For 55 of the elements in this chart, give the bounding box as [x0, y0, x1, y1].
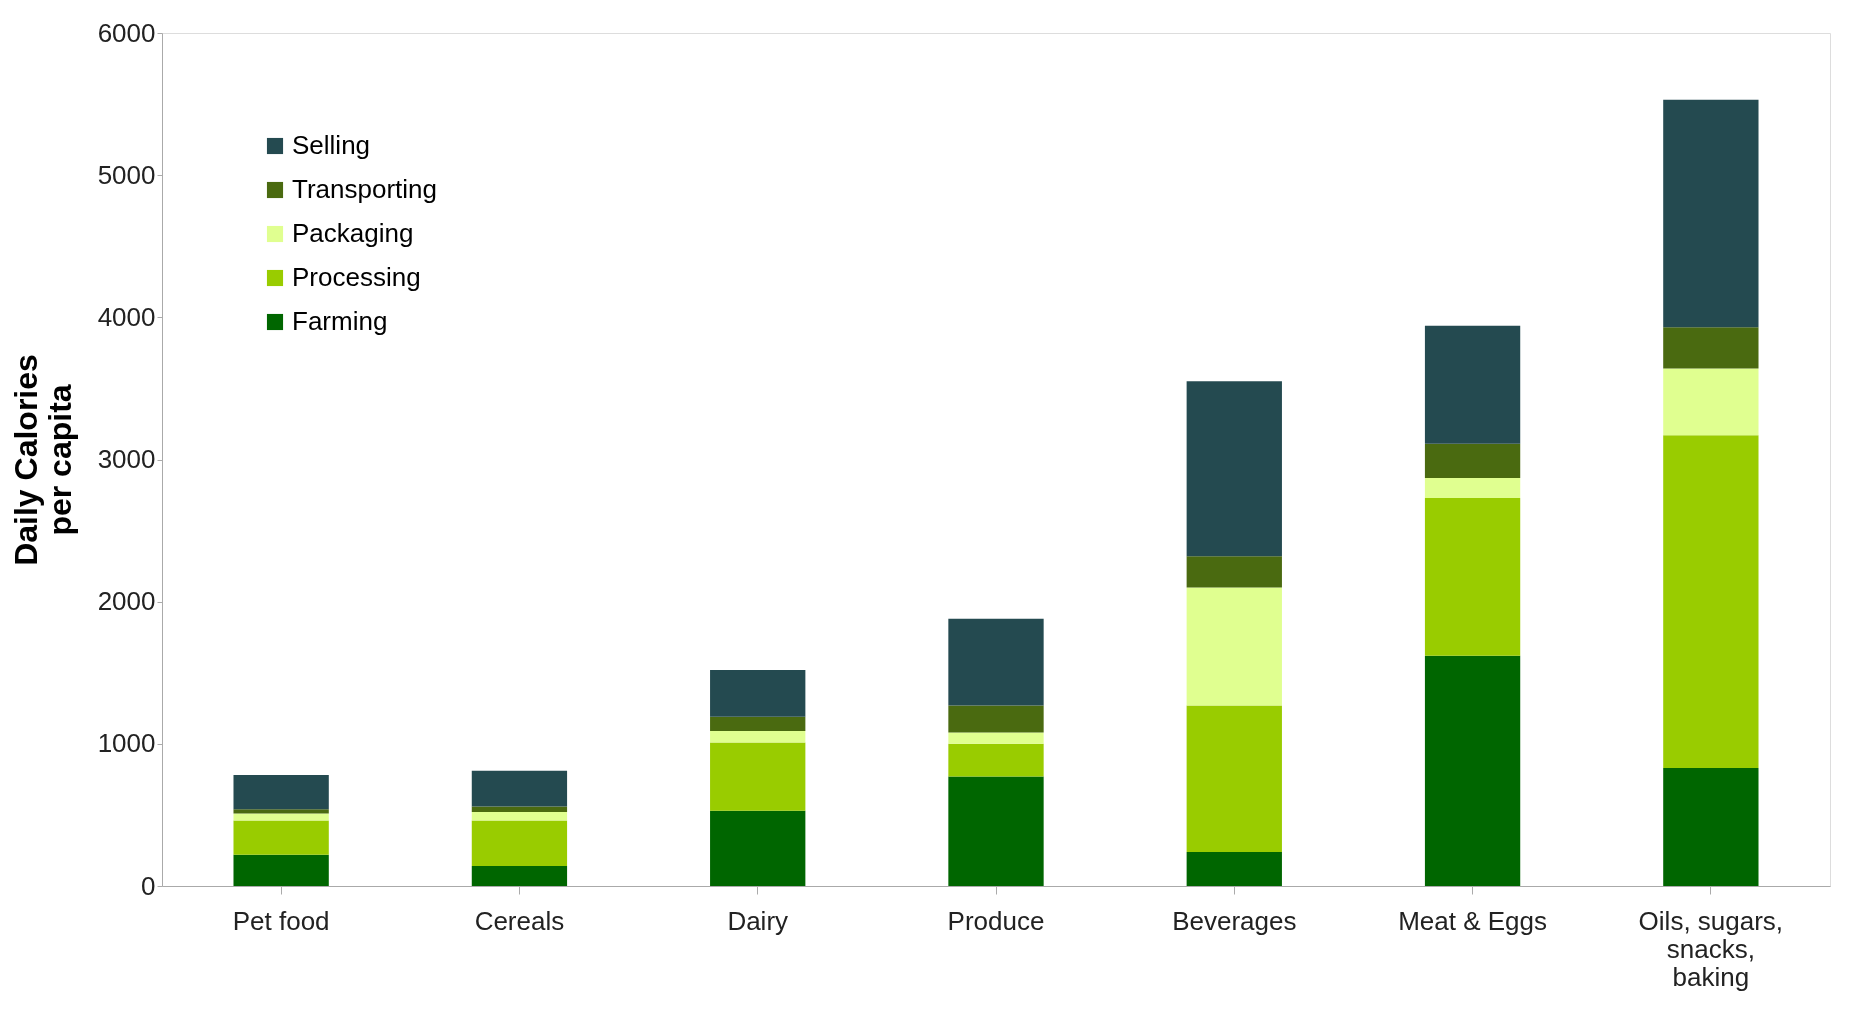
- y-tick-label: 6000: [97, 17, 156, 48]
- bar: [948, 776, 1044, 886]
- bar: [471, 866, 568, 886]
- bar: [710, 731, 806, 743]
- x-tick-label: Oils, sugars, snacks, baking: [1638, 905, 1784, 992]
- x-tick-label: Cereals: [474, 905, 565, 936]
- bar: [710, 716, 806, 732]
- y-tick-label: 5000: [97, 159, 156, 190]
- legend-label: Packaging: [292, 218, 414, 248]
- bar: [948, 705, 1044, 733]
- bar: [1663, 99, 1759, 328]
- bar: [1186, 556, 1282, 588]
- legend-label: Selling: [292, 130, 371, 160]
- bar: [1186, 705, 1282, 852]
- legend-label: Farming: [292, 306, 388, 336]
- y-tick-label: 3000: [97, 444, 156, 474]
- x-tick-label: Meat & Eggs: [1398, 905, 1547, 936]
- y-tick-label: 4000: [97, 301, 156, 332]
- bar: [471, 770, 568, 807]
- bar: [1424, 477, 1521, 498]
- x-tick-label: Beverages: [1172, 905, 1297, 936]
- bar: [1663, 368, 1759, 436]
- bar: [471, 806, 568, 813]
- y-tick-label: 0: [141, 870, 156, 901]
- bar: [948, 732, 1044, 744]
- bar: [710, 810, 806, 886]
- bar: [233, 820, 329, 855]
- bar: [1186, 851, 1282, 886]
- x-tick-label: Dairy: [727, 905, 789, 936]
- bar: [1424, 443, 1521, 478]
- bar: [948, 743, 1044, 777]
- bar: [1663, 327, 1759, 369]
- bar: [1186, 381, 1282, 557]
- bar: [233, 813, 329, 821]
- x-tick-label: Pet food: [232, 905, 330, 936]
- y-tick-label: 2000: [97, 586, 156, 617]
- bar: [710, 742, 806, 811]
- bar: [1663, 768, 1759, 886]
- bar: [233, 854, 329, 886]
- bar: [1424, 325, 1521, 444]
- legend-label: Processing: [292, 262, 421, 292]
- bar: [233, 809, 329, 814]
- bar: [233, 775, 329, 810]
- x-tick-label: Produce: [947, 905, 1045, 936]
- bar: [471, 812, 568, 821]
- legend-label: Transporting: [292, 174, 437, 204]
- bar: [1424, 655, 1521, 886]
- bar: [948, 618, 1044, 706]
- bar: [710, 669, 806, 717]
- y-axis-title: Daily Calories per capita: [7, 354, 78, 566]
- bar: [1424, 497, 1521, 656]
- bar: [1663, 435, 1759, 768]
- bar: [471, 820, 568, 867]
- bar: [1186, 587, 1282, 706]
- y-tick-label: 1000: [97, 728, 156, 759]
